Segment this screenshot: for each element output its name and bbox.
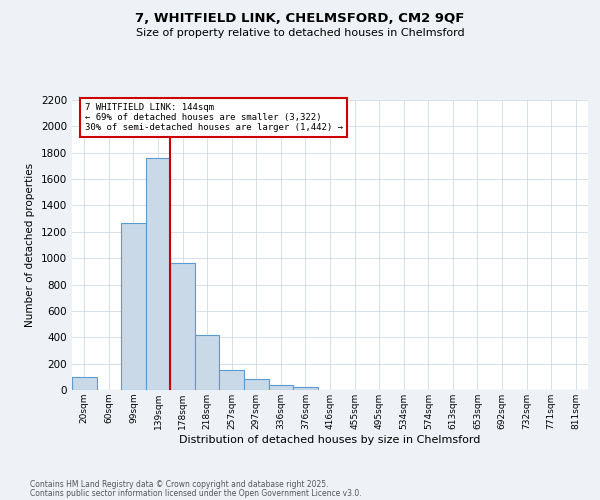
Text: Size of property relative to detached houses in Chelmsford: Size of property relative to detached ho… [136,28,464,38]
Text: Contains HM Land Registry data © Crown copyright and database right 2025.: Contains HM Land Registry data © Crown c… [30,480,329,489]
Text: 7 WHITFIELD LINK: 144sqm
← 69% of detached houses are smaller (3,322)
30% of sem: 7 WHITFIELD LINK: 144sqm ← 69% of detach… [85,102,343,132]
Text: Contains public sector information licensed under the Open Government Licence v3: Contains public sector information licen… [30,489,362,498]
Bar [269,384,293,390]
Bar [293,388,318,390]
Text: 7, WHITFIELD LINK, CHELMSFORD, CM2 9QF: 7, WHITFIELD LINK, CHELMSFORD, CM2 9QF [136,12,464,26]
Bar [244,380,269,390]
Bar [146,158,170,390]
X-axis label: Distribution of detached houses by size in Chelmsford: Distribution of detached houses by size … [179,434,481,444]
Bar [195,334,220,390]
Bar [220,370,244,390]
Bar [170,264,195,390]
Bar [72,377,97,390]
Y-axis label: Number of detached properties: Number of detached properties [25,163,35,327]
Bar [121,222,146,390]
